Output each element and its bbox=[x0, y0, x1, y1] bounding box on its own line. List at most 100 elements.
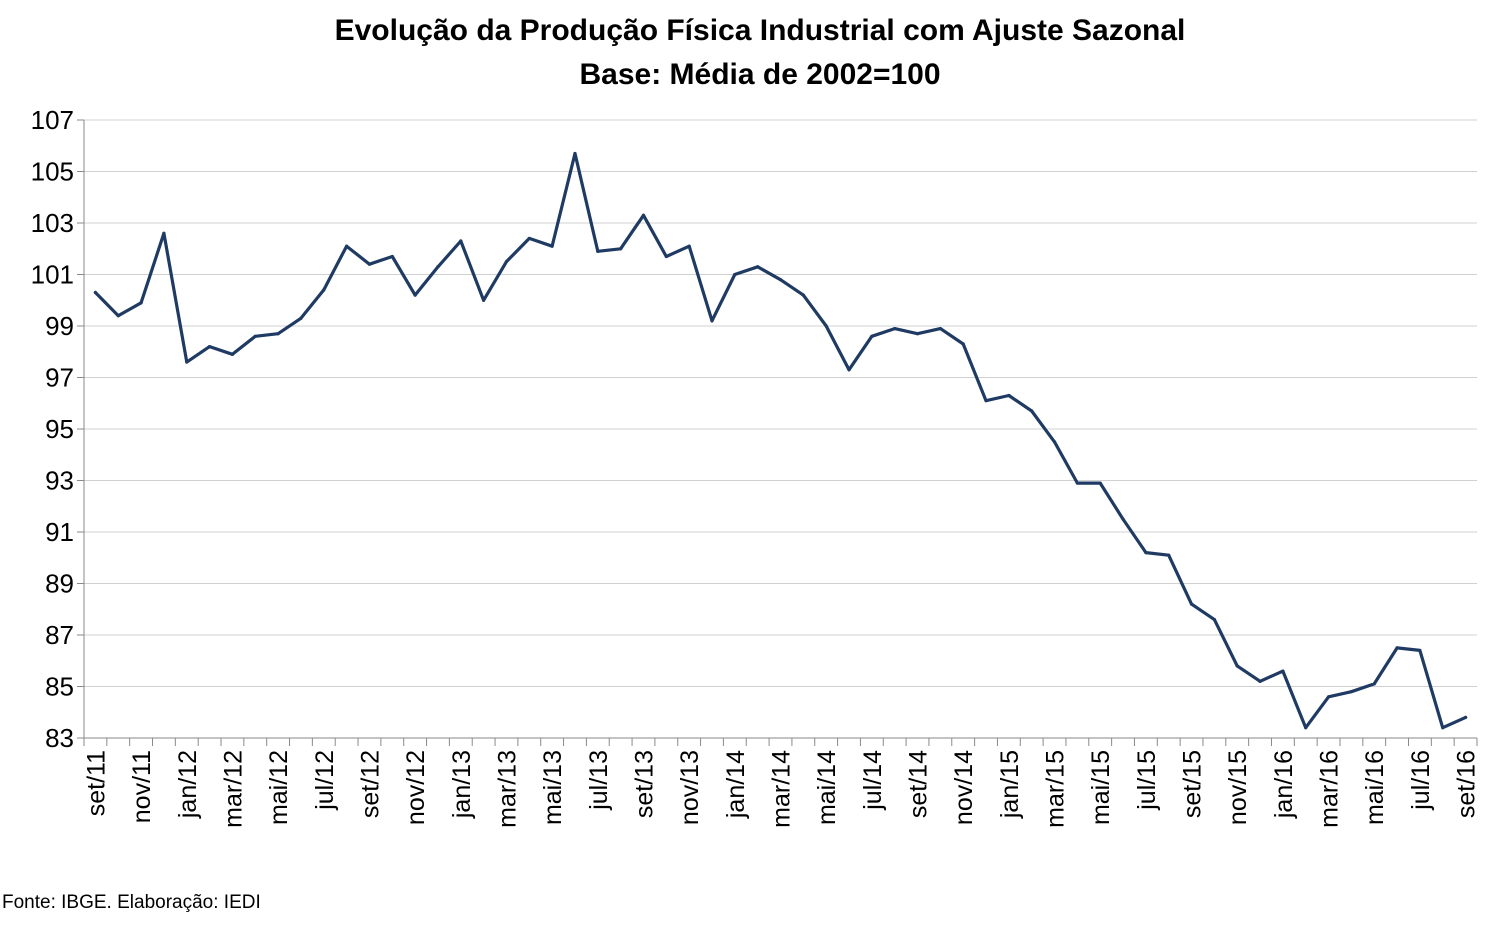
chart-title: Evolução da Produção Física Industrial c… bbox=[334, 14, 1186, 47]
x-tick-label: mai/14 bbox=[813, 750, 841, 825]
data-point bbox=[824, 324, 828, 328]
y-axis-ticks: 83 85 87 89 91 93 95 97 99 101 103 105 107 bbox=[31, 105, 84, 753]
x-tick-label: set/12 bbox=[356, 750, 384, 818]
data-point bbox=[1075, 481, 1079, 485]
data-point bbox=[1304, 726, 1308, 730]
x-tick-label: jul/13 bbox=[585, 750, 613, 811]
data-point bbox=[1441, 726, 1445, 730]
data-point bbox=[436, 265, 440, 269]
x-tick-label: set/13 bbox=[630, 750, 658, 818]
y-tick-label: 85 bbox=[45, 672, 74, 702]
data-point bbox=[756, 265, 760, 269]
data-point bbox=[276, 332, 280, 336]
x-tick-label: mai/12 bbox=[265, 750, 293, 825]
x-tick-label: mar/16 bbox=[1316, 750, 1344, 828]
y-tick-label: 89 bbox=[45, 569, 74, 599]
x-tick-label: nov/15 bbox=[1224, 750, 1252, 825]
data-point bbox=[1326, 695, 1331, 699]
data-point bbox=[1281, 669, 1285, 673]
x-tick-label: jan/13 bbox=[448, 750, 476, 819]
data-point bbox=[1235, 664, 1239, 668]
data-point bbox=[390, 254, 394, 259]
y-tick-label: 99 bbox=[45, 311, 74, 341]
data-point bbox=[893, 326, 897, 331]
y-tick-label: 103 bbox=[31, 208, 74, 238]
x-tick-label: nov/14 bbox=[950, 750, 978, 825]
data-point bbox=[710, 319, 714, 323]
x-tick-label: jan/14 bbox=[722, 750, 750, 819]
x-tick-label: jan/12 bbox=[174, 750, 202, 819]
data-point bbox=[1098, 481, 1102, 485]
data-point bbox=[1258, 679, 1262, 683]
data-point bbox=[641, 213, 646, 217]
data-point bbox=[870, 334, 874, 338]
x-tick-label: nov/12 bbox=[402, 750, 430, 825]
data-point bbox=[459, 239, 463, 243]
data-point bbox=[847, 368, 851, 372]
chart-subtitle: Base: Média de 2002=100 bbox=[579, 58, 941, 91]
x-tick-label: mai/13 bbox=[539, 750, 567, 825]
data-point bbox=[961, 342, 965, 346]
data-point bbox=[596, 249, 600, 253]
x-tick-label: mar/15 bbox=[1042, 750, 1070, 828]
data-point bbox=[139, 301, 143, 305]
x-tick-label: nov/11 bbox=[128, 750, 156, 823]
gridlines bbox=[84, 119, 1477, 687]
x-tick-label: nov/13 bbox=[676, 750, 704, 825]
data-point bbox=[322, 288, 326, 292]
data-point bbox=[1030, 409, 1034, 413]
x-tick-label: set/16 bbox=[1453, 750, 1481, 818]
data-point bbox=[1212, 617, 1216, 622]
data-point bbox=[1349, 690, 1354, 694]
data-point bbox=[504, 260, 509, 264]
series-group bbox=[93, 151, 1468, 730]
x-tick-label: jul/15 bbox=[1133, 750, 1161, 811]
x-axis-ticks: set/11 nov/11 jan/12 mar/12 mai/12 jul/12 set/… bbox=[82, 738, 1481, 828]
x-tick-label: jul/12 bbox=[311, 750, 339, 811]
data-point bbox=[1189, 602, 1194, 606]
y-tick-label: 93 bbox=[45, 466, 74, 496]
data-point bbox=[778, 278, 783, 282]
x-tick-label: mai/15 bbox=[1087, 750, 1115, 825]
data-point bbox=[550, 244, 554, 248]
data-point bbox=[527, 236, 531, 241]
x-tick-label: mai/16 bbox=[1361, 750, 1389, 825]
x-tick-label: set/11 bbox=[82, 750, 110, 816]
data-point bbox=[93, 290, 98, 295]
data-point bbox=[116, 314, 120, 318]
data-point bbox=[1463, 715, 1468, 720]
y-tick-label: 95 bbox=[45, 414, 74, 444]
data-point bbox=[687, 244, 691, 248]
data-point bbox=[938, 326, 942, 331]
data-point bbox=[345, 244, 349, 248]
x-tick-label: jul/14 bbox=[859, 750, 887, 811]
data-point bbox=[185, 360, 189, 364]
y-tick-label: 105 bbox=[31, 157, 74, 187]
y-tick-label: 91 bbox=[45, 517, 74, 547]
data-point bbox=[207, 345, 212, 349]
data-point bbox=[1144, 551, 1148, 555]
x-tick-label: jan/16 bbox=[1270, 750, 1298, 819]
data-point bbox=[1121, 517, 1125, 521]
x-tick-label: mar/12 bbox=[219, 750, 247, 828]
data-point bbox=[1167, 553, 1171, 557]
data-point bbox=[1052, 440, 1057, 444]
data-point bbox=[915, 332, 920, 336]
y-tick-label: 97 bbox=[45, 363, 74, 393]
y-tick-label: 87 bbox=[45, 620, 74, 650]
data-point bbox=[162, 231, 166, 235]
data-point bbox=[482, 298, 486, 302]
x-tick-label: set/14 bbox=[905, 750, 933, 818]
data-point bbox=[801, 293, 805, 297]
x-tick-label: jul/16 bbox=[1407, 750, 1435, 811]
data-point bbox=[253, 334, 257, 338]
y-tick-label: 83 bbox=[45, 723, 74, 753]
data-point bbox=[413, 293, 417, 297]
data-point bbox=[733, 272, 737, 277]
data-point bbox=[619, 247, 623, 251]
data-point bbox=[664, 254, 668, 259]
data-point bbox=[1395, 646, 1399, 650]
x-tick-label: set/15 bbox=[1179, 750, 1207, 818]
data-point bbox=[1007, 393, 1011, 398]
